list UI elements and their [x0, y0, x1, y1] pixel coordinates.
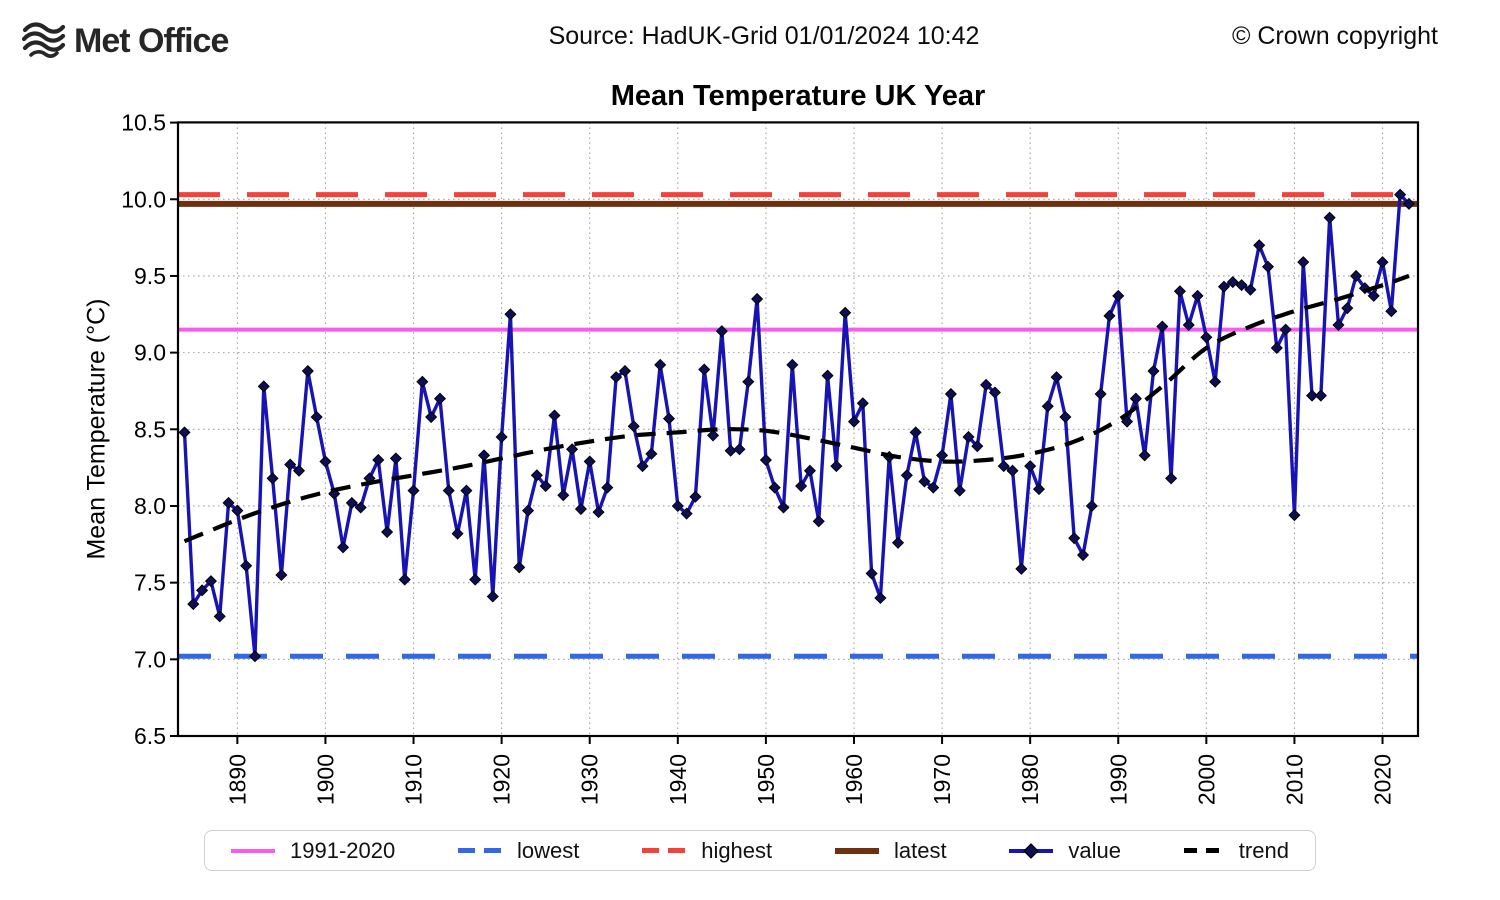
chart-title: Mean Temperature UK Year	[610, 80, 986, 112]
legend-item-lowest: lowest	[458, 838, 579, 864]
svg-text:9.5: 9.5	[134, 263, 166, 289]
svg-text:1940: 1940	[665, 754, 691, 805]
legend-item-average: 1991-2020	[231, 838, 395, 864]
svg-text:10.5: 10.5	[121, 110, 166, 136]
svg-text:1910: 1910	[401, 754, 427, 805]
svg-text:8.5: 8.5	[134, 416, 166, 442]
chart-legend: 1991-2020 lowest highest latest value tr…	[204, 830, 1316, 871]
svg-text:8.0: 8.0	[134, 493, 166, 519]
svg-text:1930: 1930	[577, 754, 603, 805]
highest-line-swatch	[642, 848, 687, 853]
trend-line-swatch	[1183, 848, 1224, 853]
legend-label: value	[1068, 837, 1121, 863]
source-caption: Source: HadUK-Grid 01/01/2024 10:42	[548, 22, 980, 50]
legend-label: highest	[701, 837, 773, 863]
svg-text:10.0: 10.0	[121, 186, 166, 212]
met-office-logo-text: Met Office	[74, 22, 229, 60]
svg-text:1970: 1970	[929, 754, 955, 805]
legend-label: lowest	[517, 837, 580, 863]
legend-label: trend	[1238, 837, 1289, 863]
svg-text:1900: 1900	[312, 754, 338, 805]
y-axis-label: Mean Temperature (°C)	[82, 298, 111, 560]
svg-text:1920: 1920	[489, 754, 515, 805]
legend-item-highest: highest	[642, 838, 772, 864]
svg-text:2010: 2010	[1281, 754, 1307, 805]
svg-text:2000: 2000	[1193, 754, 1219, 805]
legend-item-trend: trend	[1183, 837, 1289, 864]
svg-text:1960: 1960	[841, 754, 867, 805]
svg-text:7.5: 7.5	[134, 570, 166, 596]
temperature-time-series-plot: 1890 1900 1910 1920 1930 1940 1950 1960 1970 1980…	[121, 110, 1420, 805]
latest-line-swatch	[834, 847, 879, 854]
svg-text:1980: 1980	[1017, 754, 1043, 805]
legend-item-value: value	[1009, 838, 1121, 864]
svg-text:6.5: 6.5	[134, 723, 166, 749]
legend-label: 1991-2020	[290, 837, 396, 863]
svg-text:1990: 1990	[1105, 754, 1131, 805]
value-line-swatch	[1009, 842, 1054, 859]
copyright-caption: © Crown copyright	[1232, 22, 1438, 50]
met-office-waves-icon	[21, 20, 66, 63]
legend-label: latest	[893, 837, 947, 863]
svg-text:7.0: 7.0	[134, 646, 166, 672]
svg-text:2020: 2020	[1370, 754, 1396, 805]
svg-text:1890: 1890	[224, 754, 250, 805]
svg-text:9.0: 9.0	[134, 340, 166, 366]
average-line-swatch	[231, 848, 275, 853]
met-office-logo: Met Office	[21, 20, 229, 63]
lowest-line-swatch	[458, 848, 503, 853]
svg-text:1950: 1950	[753, 754, 779, 805]
diamond-marker-icon	[1023, 842, 1040, 859]
legend-item-latest: latest	[834, 837, 947, 864]
